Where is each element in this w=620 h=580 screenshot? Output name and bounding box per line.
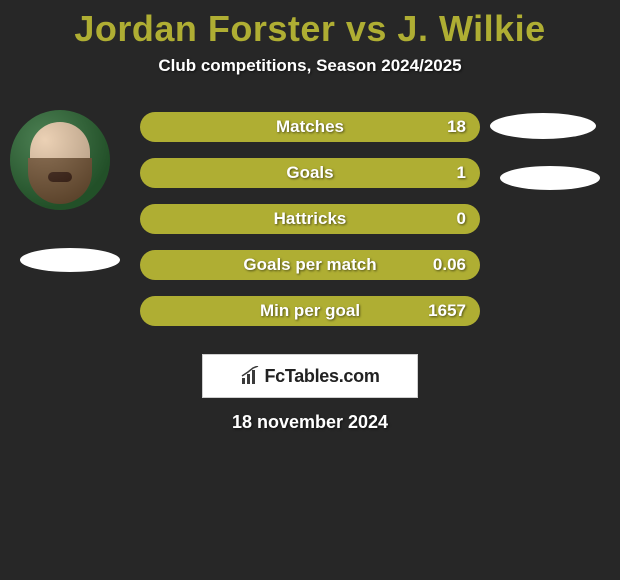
date-label: 18 november 2024 <box>0 412 620 433</box>
stat-value: 0 <box>457 209 466 229</box>
stat-label: Hattricks <box>274 209 347 229</box>
stat-bar-goals: Goals 1 <box>140 158 480 188</box>
stat-value: 18 <box>447 117 466 137</box>
stat-bars: Matches 18 Goals 1 Hattricks 0 Goals per… <box>140 112 480 342</box>
bar-chart-icon <box>240 366 260 386</box>
fctables-logo: FcTables.com <box>202 354 418 398</box>
subtitle: Club competitions, Season 2024/2025 <box>0 56 620 76</box>
logo-text: FcTables.com <box>264 366 379 387</box>
stat-value: 1 <box>457 163 466 183</box>
highlight-ellipse <box>500 166 600 190</box>
highlight-ellipse <box>490 113 596 139</box>
stat-bar-min-per-goal: Min per goal 1657 <box>140 296 480 326</box>
stat-bar-matches: Matches 18 <box>140 112 480 142</box>
stat-label: Goals per match <box>243 255 376 275</box>
stat-value: 1657 <box>428 301 466 321</box>
comparison-stage: Matches 18 Goals 1 Hattricks 0 Goals per… <box>0 112 620 433</box>
stat-bar-hattricks: Hattricks 0 <box>140 204 480 234</box>
stat-label: Min per goal <box>260 301 360 321</box>
stat-label: Matches <box>276 117 344 137</box>
stat-value: 0.06 <box>433 255 466 275</box>
stat-label: Goals <box>286 163 333 183</box>
highlight-ellipse <box>20 248 120 272</box>
player-avatar <box>10 110 110 210</box>
stat-bar-goals-per-match: Goals per match 0.06 <box>140 250 480 280</box>
page-title: Jordan Forster vs J. Wilkie <box>0 0 620 50</box>
